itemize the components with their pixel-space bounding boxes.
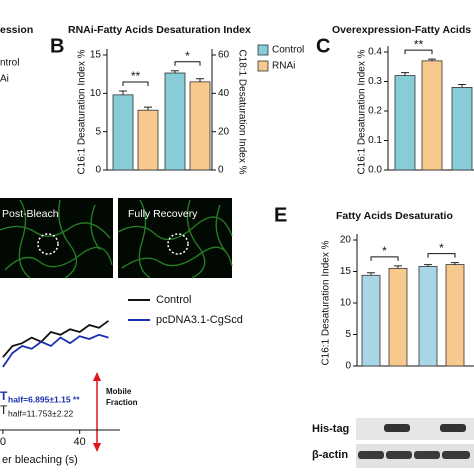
significance-bracket (122, 81, 149, 87)
y-tick-label: 5 (95, 126, 101, 137)
cropped-title: ession (0, 24, 33, 36)
legend-swatch (257, 44, 269, 56)
x-axis-label: er bleaching (s) (2, 454, 78, 466)
significance-bracket (370, 256, 399, 261)
y-tick-label: 0.3 (368, 76, 382, 87)
y-tick-label: 10 (340, 298, 352, 309)
thalf-text: half=11.753±2.22 (8, 408, 74, 418)
error-bar (451, 262, 459, 265)
panel-label: C (316, 35, 330, 57)
significance-bracket (174, 61, 201, 66)
error-bar (119, 90, 127, 95)
y-tick-label: 0.4 (368, 47, 382, 58)
bar (112, 94, 134, 171)
bar (388, 267, 408, 367)
bar (394, 75, 416, 171)
y2-tick-label: 20 (218, 126, 230, 137)
image-label: Fully Recovery (128, 208, 198, 220)
chart-title: Overexpression-Fatty Acids (332, 24, 471, 36)
significance-label: ** (131, 69, 141, 83)
error-bar (196, 78, 204, 82)
error-bar (144, 106, 152, 111)
significance-label: * (382, 244, 387, 258)
y-tick-label: 0 (95, 165, 101, 176)
legend-label: RNAi (272, 61, 295, 72)
blot-label: β-actin (312, 449, 348, 461)
error-bar (171, 70, 179, 74)
error-bar (424, 264, 432, 267)
cropped-legend: ntrol (0, 58, 19, 69)
microscopy-images (0, 198, 233, 279)
western-blot (356, 418, 474, 468)
y-tick-label: 15 (340, 266, 352, 277)
significance-label: * (185, 49, 190, 63)
cropped-legend: Ai (0, 74, 9, 85)
x-tick-label: 0 (0, 436, 6, 448)
image-label: Post-Bleach (2, 208, 59, 220)
x-tick-label: 40 (74, 436, 86, 448)
y-tick-label: 0.1 (368, 135, 382, 146)
y-tick-label: 10 (90, 88, 102, 99)
chart-title: RNAi-Fatty Acids Desaturation Index (68, 24, 251, 36)
y2-tick-label: 0 (218, 165, 224, 176)
legend-label: Control (272, 45, 304, 56)
significance-label: ** (414, 37, 424, 51)
legend-label: Control (156, 294, 191, 306)
significance-bracket (427, 253, 456, 258)
mobile-fraction-arrow (93, 372, 101, 452)
data-line (2, 320, 110, 358)
legend-swatch (257, 60, 269, 72)
bar (361, 274, 381, 367)
thalf-symbol: T (0, 403, 8, 417)
significance-bracket (404, 49, 433, 55)
y-tick-label: 5 (345, 329, 351, 340)
bar (421, 60, 443, 171)
error-bar (394, 265, 402, 269)
error-bar (458, 83, 466, 88)
y-tick-label: 20 (340, 235, 352, 246)
error-bar (367, 272, 375, 276)
thalf-text: half=6.895±1.15 ** (8, 394, 80, 404)
y2-tick-label: 40 (218, 88, 230, 99)
bar (164, 72, 186, 171)
y-axis-label: C16:1 Desaturation Index % (77, 49, 88, 174)
annotation: Mobile (106, 387, 132, 396)
y2-axis-label: C18:1 Desaturation Index % (236, 49, 247, 174)
y-tick-label: 0.2 (368, 106, 382, 117)
y-axis-label: C16:1 Desaturation Index % (357, 49, 368, 174)
y-tick-label: 0 (345, 361, 351, 372)
y-tick-label: 0.0 (368, 165, 382, 176)
y-tick-label: 15 (90, 50, 102, 61)
data-line (2, 333, 109, 368)
thalf-symbol: T (0, 389, 8, 403)
bar (189, 81, 211, 171)
error-bar (401, 72, 409, 76)
error-bar (428, 58, 436, 61)
blot-label: His-tag (312, 423, 349, 435)
panel-label: E (274, 204, 287, 226)
bar (418, 266, 438, 367)
annotation: Fraction (106, 398, 138, 407)
chart-title: Fatty Acids Desaturatio (336, 210, 453, 222)
y-axis-label: C16:1 Desaturation Index % (321, 240, 332, 365)
significance-label: * (439, 241, 444, 255)
legend-label: pcDNA3.1-CgScd (156, 314, 243, 326)
y2-tick-label: 60 (218, 50, 230, 61)
bar (445, 264, 465, 367)
bar (137, 109, 159, 171)
bar (451, 87, 473, 171)
panel-label: B (50, 35, 64, 57)
